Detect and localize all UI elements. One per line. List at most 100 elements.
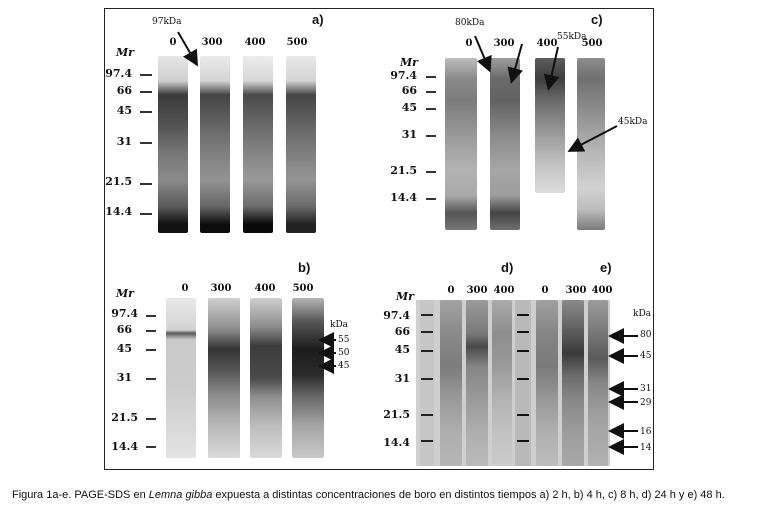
gel-lane: [200, 56, 230, 233]
concentration-label: 300: [466, 285, 488, 296]
gel-lane: [577, 58, 605, 230]
marker-band: [517, 378, 529, 380]
band-size-label: 29: [640, 398, 652, 408]
gel-lane: [208, 298, 240, 458]
gel-lane: [466, 300, 488, 466]
marker-band: [140, 213, 152, 215]
panel-letter: d): [501, 260, 514, 275]
marker-label: 45: [116, 342, 132, 355]
marker-label: 97.4: [111, 307, 138, 320]
caption-prefix: Figura 1a-e. PAGE-SDS en: [12, 489, 149, 501]
marker-band: [140, 183, 152, 185]
marker-band: [140, 111, 152, 113]
marker-label: 45: [401, 101, 417, 114]
concentration-label: 500: [286, 37, 308, 48]
mr-title-d: Mr: [396, 290, 414, 303]
gel-lane: [243, 56, 273, 233]
band-size-label: 16: [640, 427, 652, 437]
panel-letter: b): [298, 260, 311, 275]
marker-band: [421, 331, 433, 333]
arrow-label: 55kDa: [557, 32, 587, 42]
marker-label: 14.4: [105, 205, 132, 218]
concentration-label: 400: [244, 37, 266, 48]
marker-band: [426, 171, 436, 173]
band-size-label: 45: [338, 361, 350, 371]
marker-band: [517, 331, 529, 333]
marker-label: 31: [116, 135, 132, 148]
marker-band: [421, 378, 433, 380]
marker-lane: [420, 300, 434, 466]
caption-species: Lemna gibba: [148, 489, 213, 501]
kda-unit-label: kDa: [633, 309, 652, 319]
band-size-label: 45: [640, 351, 652, 361]
gel-lane: [286, 56, 316, 233]
marker-band: [146, 446, 156, 448]
marker-label: 45: [394, 343, 410, 356]
band-size-label: 31: [640, 384, 652, 394]
gel-lane: [292, 298, 324, 458]
concentration-label: 500: [292, 283, 314, 294]
marker-band: [426, 91, 436, 93]
concentration-label: 300: [201, 37, 223, 48]
concentration-label: 0: [181, 283, 189, 294]
gel-lane: [588, 300, 608, 466]
marker-label: 31: [401, 128, 417, 141]
arrow-label: 80kDa: [455, 18, 485, 28]
marker-band: [146, 330, 156, 332]
marker-band: [140, 142, 152, 144]
marker-label: 31: [116, 371, 132, 384]
panel-letter: a): [312, 12, 324, 27]
concentration-label: 300: [565, 285, 587, 296]
concentration-label: 300: [493, 38, 515, 49]
concentration-label: 400: [591, 285, 613, 296]
arrow-label: 97kDa: [152, 17, 182, 27]
caption-suffix: expuesta a distintas concentraciones de …: [212, 489, 725, 501]
marker-band: [140, 91, 152, 93]
concentration-label: 0: [541, 285, 549, 296]
marker-band: [426, 198, 436, 200]
marker-label: 97.4: [383, 309, 410, 322]
gel-lane: [166, 298, 196, 458]
marker-band: [421, 350, 433, 352]
marker-band: [426, 108, 436, 110]
gel-lane: [492, 300, 512, 466]
gel-lane: [158, 56, 188, 233]
marker-band: [517, 440, 529, 442]
marker-label: 21.5: [383, 408, 410, 421]
marker-label: 21.5: [390, 164, 417, 177]
marker-label: 66: [394, 325, 410, 338]
marker-lane: [515, 300, 531, 466]
marker-band: [140, 74, 152, 76]
marker-band: [146, 349, 156, 351]
marker-band: [426, 135, 436, 137]
marker-label: 66: [116, 84, 132, 97]
band-size-label: 14: [640, 443, 652, 453]
marker-label: 97.4: [105, 67, 132, 80]
marker-band: [421, 414, 433, 416]
marker-band: [421, 440, 433, 442]
marker-label: 21.5: [105, 175, 132, 188]
kda-unit-label: kDa: [330, 320, 349, 330]
panel-letter: e): [600, 260, 612, 275]
marker-band: [517, 350, 529, 352]
marker-label: 45: [116, 104, 132, 117]
concentration-label: 300: [210, 283, 232, 294]
figure-frame: [104, 8, 654, 470]
mr-title-a: Mr: [116, 46, 134, 59]
panel-letter: c): [591, 12, 603, 27]
marker-band: [517, 414, 529, 416]
marker-label: 66: [116, 323, 132, 336]
marker-band: [146, 378, 156, 380]
marker-band: [146, 418, 156, 420]
marker-label: 66: [401, 84, 417, 97]
arrow-label: 45kDa: [618, 117, 648, 127]
gel-lane: [535, 58, 565, 193]
marker-label: 97.4: [390, 69, 417, 82]
band-size-label: 50: [338, 348, 350, 358]
gel-lane: [440, 300, 462, 466]
concentration-label: 400: [254, 283, 276, 294]
mr-title-b: Mr: [116, 287, 134, 300]
marker-band: [426, 76, 436, 78]
gel-lane: [250, 298, 282, 458]
concentration-label: 0: [169, 37, 177, 48]
